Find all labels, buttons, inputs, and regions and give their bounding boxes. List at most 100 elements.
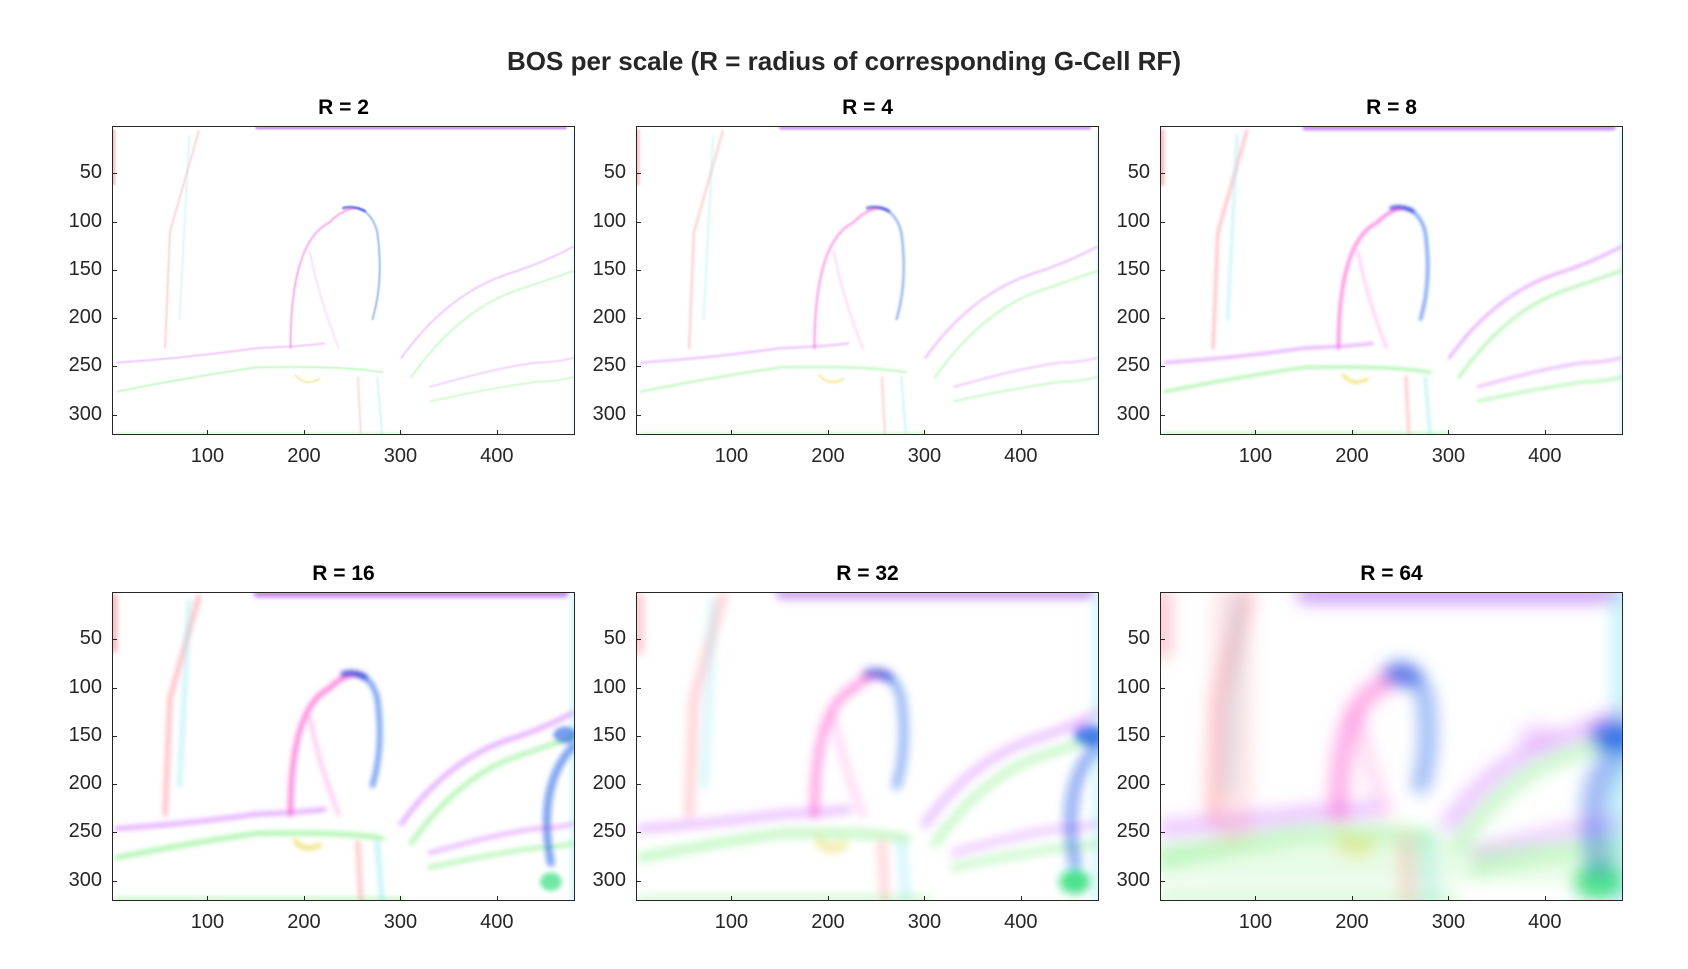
y-tick-label: 100: [1116, 675, 1150, 698]
bos-blob: [1073, 724, 1098, 746]
bos-heatmap-image: [113, 593, 574, 900]
y-tick-mark: [1160, 639, 1165, 641]
bos-heatmap-image: [1161, 593, 1622, 900]
y-tick-label: 250: [68, 820, 102, 843]
y-tick-label: 250: [1116, 820, 1150, 843]
x-tick-mark: [827, 430, 829, 435]
y-tick-label: 150: [1116, 723, 1150, 746]
y-tick-label: 50: [1127, 161, 1150, 184]
x-tick-label: 300: [383, 911, 418, 933]
bos-edge-trace: [1163, 341, 1374, 365]
bos-edge-trace: [429, 356, 574, 388]
y-tick-label: 200: [1116, 772, 1150, 795]
bos-blob: [553, 726, 574, 744]
bos-blob: [1059, 869, 1091, 895]
x-tick-mark: [924, 896, 926, 901]
bos-heatmap-image: [113, 127, 574, 434]
bos-edge-trace: [376, 376, 383, 434]
y-tick-mark: [112, 832, 117, 834]
bos-edge-trace: [900, 376, 908, 434]
bos-edge-trace: [1404, 206, 1430, 321]
y-tick-mark: [112, 366, 117, 368]
bos-edge-trace: [1350, 710, 1394, 821]
bos-edge-trace: [287, 671, 361, 817]
bos-edge-trace: [429, 376, 574, 403]
bos-edge-trace: [1341, 373, 1369, 384]
y-tick-label: 250: [592, 820, 626, 843]
x-tick-mark: [1448, 430, 1450, 435]
bos-heatmap-image: [637, 127, 1098, 434]
bos-edge-trace: [294, 374, 321, 383]
y-tick-label: 250: [1116, 354, 1150, 377]
y-tick-mark: [1160, 318, 1165, 320]
bos-edge-trace: [427, 840, 574, 870]
y-tick-mark: [112, 269, 117, 271]
y-tick-mark: [636, 687, 641, 689]
bos-edge-trace: [924, 245, 1098, 359]
bos-edge-trace: [355, 671, 383, 788]
bos-edge-trace: [1063, 738, 1098, 871]
subplot-title: R = 16: [312, 562, 375, 585]
y-tick-label: 150: [68, 257, 102, 280]
bos-edge-trace: [374, 840, 385, 900]
bos-edge-trace: [177, 599, 192, 788]
y-tick-mark: [112, 639, 117, 641]
subplot-axes: [636, 126, 1099, 435]
bos-edge-trace: [813, 207, 884, 350]
bos-edge-trace: [164, 130, 200, 349]
y-tick-label: 200: [68, 306, 102, 329]
y-tick-label: 150: [1116, 257, 1150, 280]
x-tick-mark: [731, 896, 733, 901]
y-tick-label: 200: [592, 772, 626, 795]
y-tick-label: 50: [603, 161, 626, 184]
y-tick-mark: [636, 173, 641, 175]
y-tick-mark: [112, 318, 117, 320]
bos-edge-trace: [542, 742, 574, 867]
y-tick-label: 300: [1116, 868, 1150, 891]
y-tick-mark: [636, 735, 641, 737]
bos-edge-trace: [830, 713, 867, 818]
y-tick-mark: [636, 414, 641, 416]
subplot-title: R = 2: [318, 96, 369, 119]
y-tick-label: 50: [79, 161, 102, 184]
bos-edge-trace: [292, 838, 322, 851]
x-tick-label: 200: [811, 445, 845, 467]
bos-edge-trace: [357, 376, 362, 434]
x-tick-mark: [1544, 430, 1546, 435]
subplot-axes: [1160, 592, 1623, 901]
bos-edge-trace: [1356, 250, 1388, 350]
y-tick-mark: [636, 639, 641, 641]
y-tick-mark: [1160, 173, 1165, 175]
y-tick-mark: [1160, 414, 1165, 416]
bos-edge-trace: [1404, 375, 1411, 434]
x-tick-label: 300: [1431, 445, 1466, 467]
x-tick-label: 400: [1004, 911, 1038, 933]
y-tick-mark: [1160, 784, 1165, 786]
y-tick-label: 300: [68, 868, 102, 891]
bos-edge-trace: [1457, 269, 1622, 379]
figure-title: BOS per scale (R = radius of correspondi…: [507, 46, 1181, 76]
x-tick-label: 300: [1431, 911, 1466, 933]
bos-edge-trace: [949, 838, 1098, 872]
x-tick-label: 400: [1004, 445, 1038, 467]
x-tick-label: 100: [714, 445, 749, 467]
bos-edge-trace: [953, 356, 1098, 388]
x-tick-mark: [400, 896, 402, 901]
bos-edge-trace: [1226, 134, 1239, 321]
y-tick-mark: [636, 318, 641, 320]
bos-edge-trace: [114, 830, 385, 861]
bos-edge-trace: [930, 732, 1098, 848]
bos-edge-trace: [639, 342, 850, 364]
x-tick-mark: [1020, 896, 1022, 901]
bos-edge-trace: [880, 207, 905, 321]
x-tick-label: 400: [480, 911, 514, 933]
x-tick-mark: [1255, 896, 1257, 901]
bos-edge-trace: [934, 269, 1098, 379]
bos-edge-trace: [702, 134, 715, 321]
x-tick-mark: [1351, 430, 1353, 435]
bos-edge-trace: [880, 376, 886, 434]
subplot-title: R = 8: [1366, 96, 1417, 119]
y-tick-label: 50: [79, 627, 102, 650]
x-tick-label: 400: [1528, 911, 1562, 933]
bos-edge-trace: [355, 840, 364, 900]
